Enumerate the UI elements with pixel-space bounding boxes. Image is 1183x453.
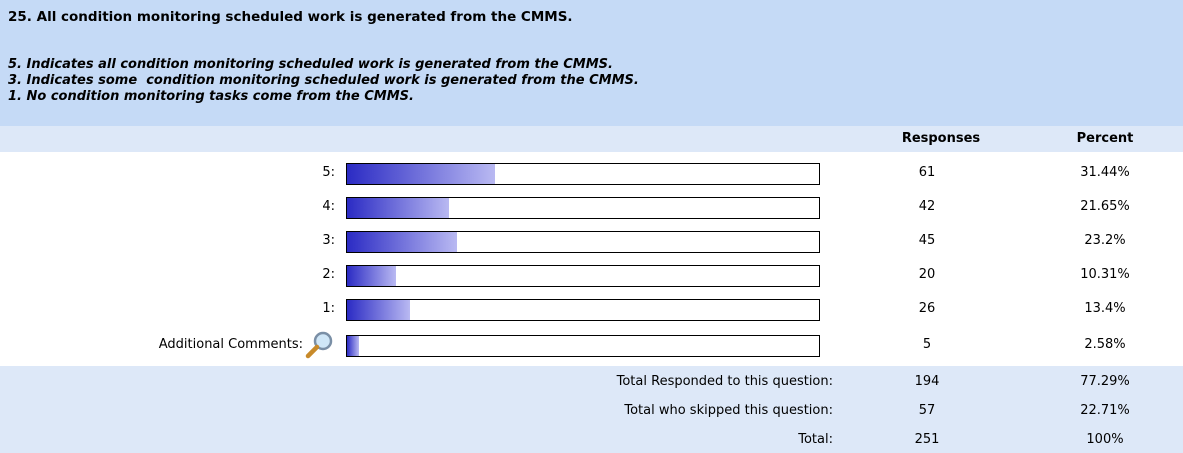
header-band: [0, 0, 1183, 126]
bar: [347, 164, 496, 184]
bar-track: [346, 231, 820, 253]
description-line: 5. Indicates all condition monitoring sc…: [8, 57, 613, 72]
bar-track: [346, 265, 820, 287]
bar-track: [346, 299, 820, 321]
responses: 26: [918, 301, 936, 316]
responses: 61: [918, 165, 936, 180]
responses: 5: [922, 337, 932, 352]
column-header-band: [0, 126, 1183, 152]
percent: 10.31%: [1080, 267, 1130, 282]
totals-band: [0, 366, 1183, 453]
total-percent: 77.29%: [1080, 374, 1130, 389]
column-header: Responses: [901, 131, 981, 146]
total-responses: 194: [914, 374, 940, 389]
total-label: Total:: [798, 432, 833, 447]
description-line: 3. Indicates some condition monitoring s…: [8, 73, 639, 88]
total-responses: 251: [914, 432, 940, 447]
percent: 23.2%: [1084, 233, 1126, 248]
total-percent: 22.71%: [1080, 403, 1130, 418]
row-label: 5:: [322, 165, 335, 180]
total-label: Total Responded to this question:: [616, 374, 833, 389]
bar: [347, 266, 396, 286]
responses: 42: [918, 199, 936, 214]
percent: 21.65%: [1080, 199, 1130, 214]
bar: [347, 336, 360, 356]
bar: [347, 198, 450, 218]
percent: 31.44%: [1080, 165, 1130, 180]
responses: 20: [918, 267, 936, 282]
total-label: Total who skipped this question:: [624, 403, 833, 418]
total-responses: 57: [918, 403, 936, 418]
responses: 45: [918, 233, 936, 248]
column-header: Percent: [1076, 131, 1134, 146]
row-label: Additional Comments:: [158, 337, 303, 352]
row-label: 3:: [322, 233, 335, 248]
percent: 2.58%: [1084, 337, 1126, 352]
magnifier-icon[interactable]: [304, 330, 338, 360]
description-line: 1. No condition monitoring tasks come fr…: [8, 89, 414, 104]
bar-track: [346, 163, 820, 185]
row-label: 1:: [322, 301, 335, 316]
question-title: 25. All condition monitoring scheduled w…: [8, 9, 573, 25]
row-label: 2:: [322, 267, 335, 282]
bar-track: [346, 335, 820, 357]
row-label: 4:: [322, 199, 335, 214]
percent: 13.4%: [1084, 301, 1126, 316]
total-percent: 100%: [1086, 432, 1124, 447]
bar-track: [346, 197, 820, 219]
bar: [347, 300, 411, 320]
bar: [347, 232, 457, 252]
